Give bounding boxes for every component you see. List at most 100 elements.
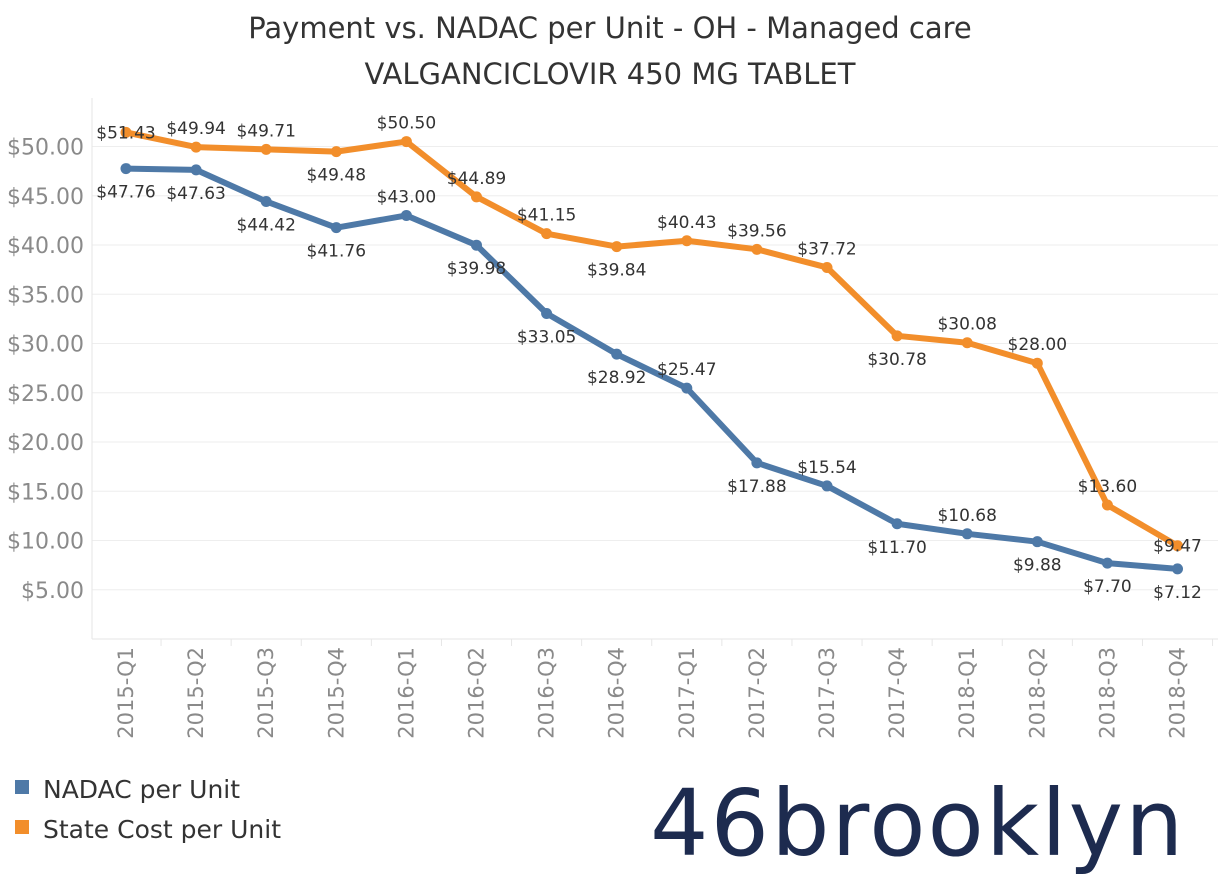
data-point	[471, 239, 482, 251]
data-label: $39.84	[587, 261, 646, 281]
data-point	[961, 337, 973, 349]
data-point	[1172, 563, 1183, 575]
data-label: $30.08	[937, 315, 996, 335]
data-label: $51.43	[96, 123, 155, 143]
x-tick-label: 2015-Q3	[254, 647, 278, 739]
data-label: $49.71	[236, 121, 295, 141]
data-label: $7.12	[1153, 583, 1202, 603]
data-point	[1101, 499, 1113, 511]
series-line-0	[123, 165, 1181, 572]
data-point	[541, 228, 553, 240]
legend-label-nadac: NADAC per Unit	[43, 775, 240, 804]
data-point	[471, 191, 482, 203]
brand-logo: 46brooklyn	[650, 770, 1185, 877]
data-point	[120, 126, 132, 138]
x-tick-label: 2016-Q3	[535, 647, 559, 739]
data-point	[330, 146, 342, 158]
axes	[91, 98, 1218, 640]
data-label: $49.94	[166, 119, 225, 139]
data-label: $47.76	[96, 183, 155, 203]
data-label: $13.60	[1078, 477, 1137, 497]
y-tick-label: $25.00	[7, 382, 84, 407]
data-point	[400, 136, 412, 148]
legend-swatch-state-cost	[15, 820, 29, 834]
x-axis-ticks: 2015-Q1 2015-Q2 2015-Q3 2015-Q4 2016-Q1 2016-…	[114, 639, 1214, 739]
x-tick-label: 2015-Q2	[184, 647, 208, 739]
data-label: $43.00	[377, 187, 436, 207]
x-tick-label: 2018-Q2	[1025, 647, 1049, 739]
data-point	[400, 209, 412, 221]
legend-swatch-nadac	[15, 780, 29, 794]
series-line-1	[123, 129, 1181, 549]
data-point	[330, 222, 342, 234]
data-label: $30.78	[867, 350, 926, 370]
data-label: $15.54	[797, 458, 856, 478]
data-label: $7.70	[1083, 577, 1132, 597]
data-point	[821, 480, 833, 492]
data-point	[681, 235, 693, 247]
data-label: $11.70	[867, 538, 926, 558]
data-point	[751, 243, 763, 255]
data-point	[891, 518, 903, 530]
data-label: $9.47	[1153, 537, 1202, 557]
data-point	[260, 143, 272, 155]
x-tick-label: 2015-Q4	[324, 647, 348, 739]
data-point	[190, 164, 202, 176]
y-tick-label: $20.00	[7, 431, 84, 456]
data-label: $37.72	[797, 239, 856, 259]
data-point	[1101, 557, 1113, 569]
y-tick-label: $30.00	[7, 333, 84, 358]
data-label: $33.05	[517, 327, 576, 347]
y-tick-label: $45.00	[7, 185, 84, 210]
y-tick-label: $35.00	[7, 283, 84, 308]
data-label: $47.63	[166, 184, 225, 204]
data-point	[611, 241, 623, 253]
data-label: $40.43	[657, 213, 716, 233]
chart-subtitle: VALGANCICLOVIR 450 MG TABLET	[365, 57, 856, 91]
x-tick-label: 2017-Q3	[815, 647, 839, 739]
logo-text: 46brooklyn	[650, 770, 1185, 877]
legend-item-nadac[interactable]: NADAC per Unit	[15, 775, 240, 804]
legend-item-state-cost[interactable]: State Cost per Unit	[15, 815, 281, 844]
y-tick-label: $50.00	[7, 136, 84, 161]
y-tick-label: $5.00	[21, 579, 84, 604]
x-tick-label: 2018-Q4	[1166, 647, 1190, 739]
data-point	[541, 307, 553, 319]
data-point	[190, 141, 202, 153]
chart-title: Payment vs. NADAC per Unit - OH - Manage…	[248, 11, 972, 45]
series-lines	[120, 126, 1183, 575]
data-label: $10.68	[937, 506, 996, 526]
data-point	[1031, 536, 1043, 548]
data-label: $49.48	[307, 166, 366, 186]
x-tick-label: 2016-Q2	[465, 647, 489, 739]
x-tick-label: 2017-Q4	[885, 647, 909, 739]
data-label: $28.00	[1008, 335, 1067, 355]
data-label: $17.88	[727, 477, 786, 497]
data-label: $28.92	[587, 368, 646, 388]
data-point	[961, 528, 973, 540]
data-label: $39.98	[447, 259, 506, 279]
data-label: $39.56	[727, 221, 786, 241]
x-tick-label: 2016-Q1	[394, 647, 418, 739]
y-axis-ticks: $5.00 $10.00 $15.00 $20.00 $25.00 $30.00 $35.0…	[7, 136, 84, 604]
data-point	[891, 330, 903, 342]
data-point	[120, 163, 132, 175]
x-tick-label: 2018-Q3	[1095, 647, 1119, 739]
data-label: $50.50	[377, 114, 436, 134]
x-tick-label: 2015-Q1	[114, 647, 138, 739]
x-tick-label: 2017-Q1	[675, 647, 699, 739]
data-label: $25.47	[657, 360, 716, 380]
data-point	[611, 348, 623, 360]
legend: NADAC per Unit State Cost per Unit	[15, 775, 281, 844]
x-tick-label: 2016-Q4	[605, 647, 629, 739]
data-point	[821, 261, 833, 273]
data-point	[1031, 357, 1043, 369]
data-point	[1172, 540, 1183, 552]
data-label: $41.15	[517, 206, 576, 226]
gridlines	[92, 146, 1218, 591]
data-point	[751, 457, 763, 469]
y-tick-label: $15.00	[7, 480, 84, 505]
data-point	[681, 382, 693, 394]
x-tick-label: 2017-Q2	[745, 647, 769, 739]
